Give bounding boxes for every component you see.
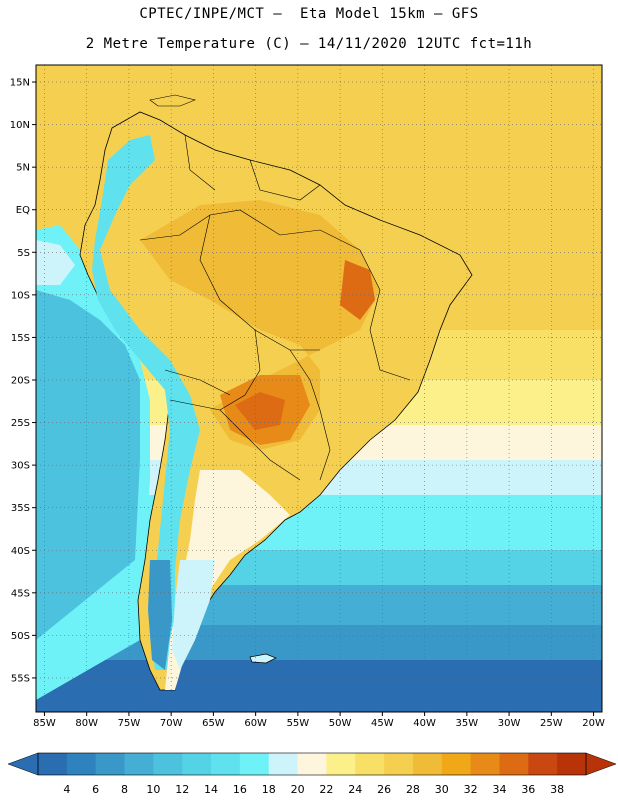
lat-label: 55S: [11, 673, 30, 684]
colorbar-label: 10: [146, 783, 160, 796]
lon-label: 70W: [160, 718, 183, 729]
lat-label: 15N: [10, 78, 30, 89]
chart-title-line-1: CPTEC/INPE/MCT – Eta Model 15km – GFS: [139, 6, 479, 22]
colorbar-swatch: [124, 753, 154, 775]
chart-title-line-2: 2 Metre Temperature (C) – 14/11/2020 12U…: [85, 36, 533, 52]
hot-spot-core: [235, 392, 285, 430]
caribbean-islands: [149, 94, 196, 107]
colorbar-label: 6: [92, 783, 99, 796]
lon-label: 80W: [75, 718, 98, 729]
colorbar-label: 32: [464, 783, 478, 796]
colorbar-max-arrow: [585, 752, 617, 776]
colorbar-swatch: [384, 753, 414, 775]
lat-label: EQ: [16, 205, 30, 216]
colorbar-swatch: [95, 753, 126, 775]
lat-label: 40S: [11, 546, 30, 557]
colorbar-label: 26: [377, 783, 391, 796]
lon-label: 20W: [582, 718, 605, 729]
patagonia-cool: [172, 560, 215, 670]
colorbar-swatch: [470, 753, 500, 775]
colorbar-swatch: [38, 753, 68, 775]
colorbar-swatch: [355, 753, 385, 775]
lon-label: 85W: [33, 718, 56, 729]
colorbar-swatch: [182, 753, 212, 775]
colorbar-label: 4: [63, 783, 70, 796]
lat-label: 25S: [11, 418, 30, 429]
colorbar-swatch: [441, 753, 472, 775]
pacific-light: [36, 240, 75, 285]
colorbar-swatch: [153, 753, 183, 775]
colorbar-label: 18: [262, 783, 276, 796]
lon-label: 60W: [244, 718, 267, 729]
colorbar-label: 22: [319, 783, 333, 796]
colorbar-swatch: [326, 753, 356, 775]
colorbar-swatch: [211, 753, 241, 775]
lon-label: 65W: [202, 718, 225, 729]
colorbar-label: 24: [348, 783, 362, 796]
lon-label: 25W: [540, 718, 563, 729]
colorbar-label: 14: [204, 783, 218, 796]
southern-cone-mild: [165, 470, 290, 690]
lon-label: 50W: [329, 718, 352, 729]
colorbar-label: 12: [175, 783, 189, 796]
colorbar-label: 38: [550, 783, 564, 796]
map-frame: [35, 64, 603, 713]
gridlines: [32, 65, 602, 716]
lat-label: 50S: [11, 631, 30, 642]
temperature-field: [36, 65, 602, 712]
lat-label: 10S: [11, 290, 30, 301]
lat-label: 15S: [11, 333, 30, 344]
lat-label: 5N: [16, 163, 30, 174]
patagonian-andes: [148, 560, 172, 670]
band-6: [36, 660, 602, 712]
colorbar-label: 36: [521, 783, 535, 796]
colorbar-label: 30: [435, 783, 449, 796]
lon-label: 40W: [413, 718, 436, 729]
colorbar-label: 28: [406, 783, 420, 796]
colorbar-swatch: [66, 753, 97, 775]
lat-label: 30S: [11, 461, 30, 472]
lat-label: 35S: [11, 503, 30, 514]
latitude-tick-labels: 15N 10N 5N EQ 5S 10S 15S 20S 25S 30S 35S 40S 45S 50S 5…: [10, 78, 30, 685]
colorbar-swatch: [528, 753, 558, 775]
lat-label: 20S: [11, 375, 30, 386]
falkland-islands: [249, 653, 277, 664]
lon-label: 45W: [371, 718, 394, 729]
lat-label: 10N: [10, 120, 30, 131]
colorbar-frame: [37, 752, 587, 776]
colorbar-label: 16: [233, 783, 247, 796]
lon-label: 55W: [287, 718, 310, 729]
longitude-tick-labels: 85W 80W 75W 70W 65W 60W 55W 50W 45W 40W 35W 30W 25W 2…: [33, 718, 605, 729]
lat-label: 5S: [17, 248, 30, 259]
colorbar-label: 34: [492, 783, 506, 796]
colorbar: 4 6 8 10 12 14 16 18 20 22 24 26 28 30 32 34 36 38: [7, 752, 617, 796]
hot-spot-tocantins: [340, 260, 375, 320]
colorbar-swatch: [557, 753, 587, 775]
andes-cool-strip: [92, 135, 200, 670]
lon-label: 75W: [118, 718, 141, 729]
colorbar-swatch: [239, 753, 270, 775]
colorbar-swatch: [268, 753, 299, 775]
hot-interior: [140, 200, 380, 450]
lon-label: 35W: [456, 718, 479, 729]
lat-label: 45S: [11, 588, 30, 599]
colorbar-swatch: [499, 753, 529, 775]
colorbar-label: 8: [121, 783, 128, 796]
colorbar-swatch: [412, 753, 443, 775]
lon-label: 30W: [498, 718, 521, 729]
colorbar-label: 20: [291, 783, 305, 796]
colorbar-swatch: [297, 753, 327, 775]
colorbar-min-arrow: [7, 752, 39, 776]
